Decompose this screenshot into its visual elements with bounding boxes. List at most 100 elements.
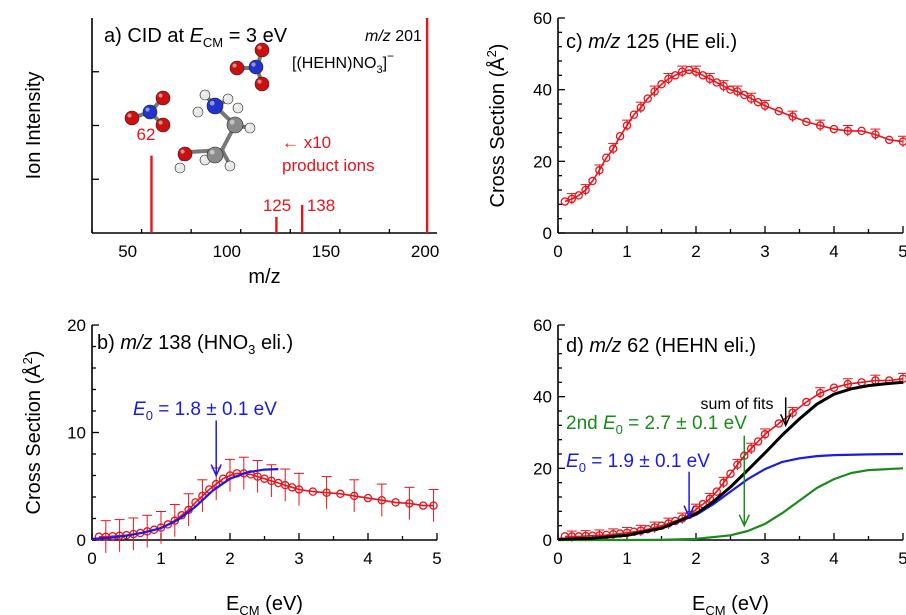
data-point <box>705 74 715 84</box>
oxygen-atom <box>254 42 270 58</box>
annotation-sub: 0 <box>146 408 153 423</box>
x-tick-label: 0 <box>553 549 562 568</box>
x-tick-label: 100 <box>213 242 241 261</box>
y-tick-label: 0 <box>543 224 552 243</box>
data-point <box>643 94 652 103</box>
sum-of-fits-line <box>557 380 904 541</box>
data-point <box>322 488 331 497</box>
oxygen-atom <box>155 117 171 133</box>
data-point <box>829 383 839 392</box>
data-point <box>308 487 318 496</box>
nitrogen-atom <box>142 104 158 120</box>
x-tick-label: 5 <box>898 242 906 261</box>
y-tick-label: 20 <box>533 152 552 171</box>
data-point <box>664 74 673 84</box>
data-point <box>657 80 666 89</box>
x-tick-label: 2 <box>225 549 234 568</box>
second-threshold-arrow-head <box>738 514 750 528</box>
panel-title-mid: 62 (HEHN eli.) <box>622 335 756 357</box>
threshold-fit-2-line <box>558 467 904 542</box>
peak-label: 62 <box>137 125 156 144</box>
data-point <box>843 379 853 389</box>
data-point <box>788 408 797 418</box>
oxygen-atom <box>177 146 193 162</box>
panel-title-prefix: c) <box>566 31 588 53</box>
parent-ion-label: m/z 201 <box>365 28 422 45</box>
oxygen-atom-shine <box>158 120 163 125</box>
x-tick-label: 0 <box>553 242 562 261</box>
nitrogen-atom <box>248 59 264 75</box>
data-point <box>857 126 866 136</box>
hydrogen-atom <box>232 102 244 114</box>
x-axis-label-sub: CM <box>239 603 259 615</box>
data-point <box>884 135 894 145</box>
hydrogen-atom-shine <box>224 95 228 99</box>
panel-title: c) m/z 125 (HE eli.) <box>566 31 737 53</box>
panel-title-suffix: eli.) <box>255 332 293 354</box>
y-tick-label: 20 <box>533 459 552 478</box>
annotation-text: = 1.8 ± 0.1 eV <box>153 399 277 420</box>
oxygen-atom <box>254 76 270 92</box>
data-point <box>746 94 756 103</box>
x-tick-label: 5 <box>898 549 906 568</box>
data-point <box>733 87 742 96</box>
y-tick-label: 0 <box>543 531 552 550</box>
annotation-sub: 0 <box>579 460 586 475</box>
x-tick-label: 1 <box>622 242 631 261</box>
data-point <box>740 90 749 100</box>
data-point <box>650 87 659 96</box>
first-threshold-annotation: E0 = 1.9 ± 0.1 eV <box>566 451 710 475</box>
hydrogen-atom-shine <box>201 156 205 160</box>
data-point <box>602 153 611 162</box>
panel-title: b) m/z 138 (HNO3 eli.) <box>97 332 293 357</box>
panel-title-mz: m/z <box>589 335 621 357</box>
data-point <box>726 469 735 478</box>
data-point <box>829 124 839 134</box>
data-point <box>719 81 728 91</box>
x-axis-label: ECM (eV) <box>226 593 303 615</box>
parent-formula: [(HEHN)NO3]− <box>292 49 394 76</box>
annotation-prefix: 2nd <box>566 413 603 434</box>
data-point <box>391 498 400 507</box>
data-point <box>802 117 811 127</box>
panel-title: a) CID at ECM = 3 eV <box>104 25 288 50</box>
y-axis-label-sup: 2 <box>20 357 35 364</box>
x-axis-label-unit: (eV) <box>726 593 769 615</box>
parent-formula-main: [(HEHN)NO <box>292 55 376 72</box>
data-point <box>581 185 590 195</box>
data-point <box>622 121 632 130</box>
panel-title-mz: m/z <box>120 332 152 354</box>
annotation-E: E <box>566 451 579 472</box>
x-axis-label: m/z <box>248 266 280 288</box>
data-point <box>774 106 784 116</box>
x-tick-label: 4 <box>363 549 372 568</box>
data-point <box>760 101 770 111</box>
y-axis-label-main: Cross Section (Å <box>486 57 509 208</box>
data-point <box>698 71 708 80</box>
data-point <box>733 460 742 469</box>
oxygen-atom-shine <box>257 79 262 84</box>
data-point <box>871 130 880 139</box>
panel-title-E: E <box>190 25 204 47</box>
nitrogen-atom-shine <box>145 107 150 112</box>
data-point <box>294 485 304 494</box>
data-point <box>588 176 597 186</box>
y-tick-label: 0 <box>77 531 86 550</box>
y-axis-label: Cross Section (Å2) <box>20 351 45 515</box>
data-point <box>746 444 756 453</box>
note-text: product ions <box>282 156 375 175</box>
y-axis-label-sup: 2 <box>484 50 499 57</box>
parent-mz: m/z <box>365 28 391 45</box>
data-point <box>774 419 784 428</box>
data-point <box>574 191 583 200</box>
y-axis-label-end: ) <box>487 44 509 51</box>
data-point <box>712 487 721 496</box>
molecule-illustrations <box>124 42 270 174</box>
carbon-atom <box>226 116 244 134</box>
data-point <box>815 388 825 398</box>
first-threshold-arrow-head <box>683 505 695 519</box>
data-point <box>802 397 811 407</box>
